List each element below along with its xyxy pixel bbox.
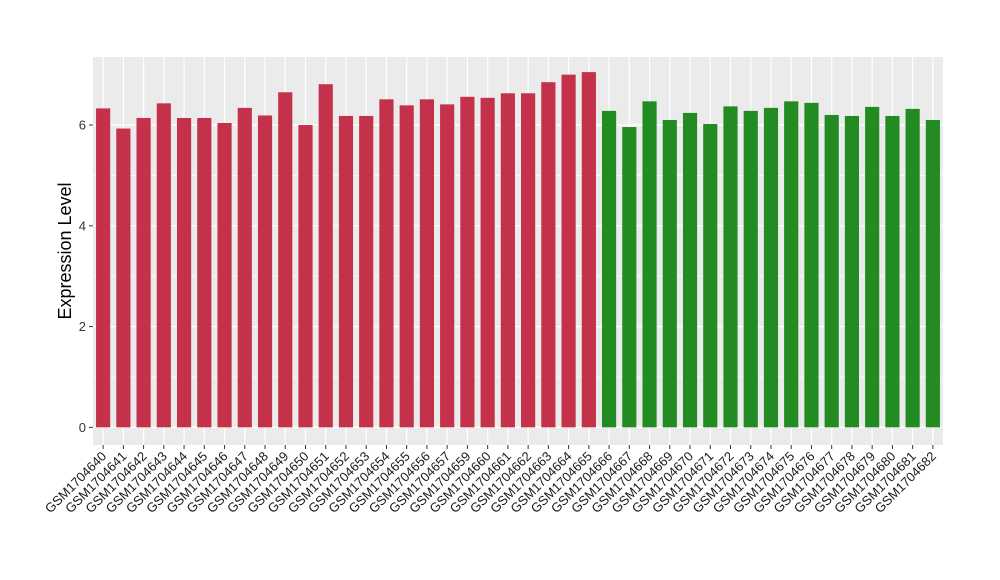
bar-GSM1704671	[703, 124, 718, 428]
bar-GSM1704664	[561, 74, 576, 428]
y-tick-label: 0	[79, 420, 86, 435]
y-tick-label: 6	[79, 118, 86, 133]
bar-GSM1704662	[521, 93, 536, 428]
bar-GSM1704656	[419, 99, 435, 428]
bars	[96, 72, 940, 428]
bar-GSM1704672	[723, 106, 738, 428]
bar-GSM1704674	[763, 107, 779, 428]
y-axis-title: Expression Level	[55, 182, 75, 319]
bar-GSM1704676	[804, 102, 819, 428]
bar-GSM1704644	[176, 117, 192, 428]
bar-GSM1704663	[541, 82, 556, 428]
bar-GSM1704655	[399, 105, 414, 428]
bar-GSM1704675	[784, 101, 799, 428]
bar-GSM1704681	[905, 108, 920, 428]
bar-GSM1704657	[440, 104, 455, 428]
bar-GSM1704665	[581, 72, 596, 428]
bar-GSM1704667	[622, 127, 637, 428]
bar-GSM1704647	[237, 107, 252, 428]
bar-GSM1704652	[338, 115, 354, 428]
bar-GSM1704682	[925, 119, 940, 428]
x-axis: GSM1704640GSM1704641GSM1704642GSM1704643…	[42, 445, 939, 516]
bar-GSM1704659	[460, 96, 475, 428]
bar-GSM1704642	[136, 117, 151, 428]
bar-GSM1704653	[359, 115, 374, 428]
bar-GSM1704646	[217, 123, 232, 428]
plot-panel	[93, 57, 943, 445]
bar-GSM1704678	[844, 115, 860, 428]
bar-GSM1704661	[500, 93, 515, 428]
bar-GSM1704650	[298, 125, 313, 428]
bar-GSM1704649	[278, 92, 293, 428]
bar-GSM1704640	[96, 108, 111, 428]
bar-GSM1704677	[824, 114, 839, 428]
bar-GSM1704668	[642, 101, 657, 428]
bar-GSM1704666	[601, 110, 617, 428]
y-tick-label: 4	[79, 218, 86, 233]
bar-GSM1704643	[156, 103, 171, 428]
bar-GSM1704660	[480, 97, 495, 428]
bar-GSM1704645	[197, 117, 212, 428]
bar-GSM1704673	[743, 110, 758, 428]
bar-GSM1704651	[318, 84, 333, 428]
bar-GSM1704648	[257, 115, 273, 428]
bar-GSM1704641	[116, 128, 131, 428]
bar-GSM1704670	[682, 112, 698, 428]
y-axis: 0 2 4 6	[79, 118, 93, 435]
bar-GSM1704679	[865, 106, 880, 428]
bar-GSM1704669	[662, 119, 677, 428]
bar-GSM1704680	[885, 115, 900, 428]
bar-GSM1704654	[379, 99, 394, 428]
y-tick-label: 2	[79, 319, 86, 334]
